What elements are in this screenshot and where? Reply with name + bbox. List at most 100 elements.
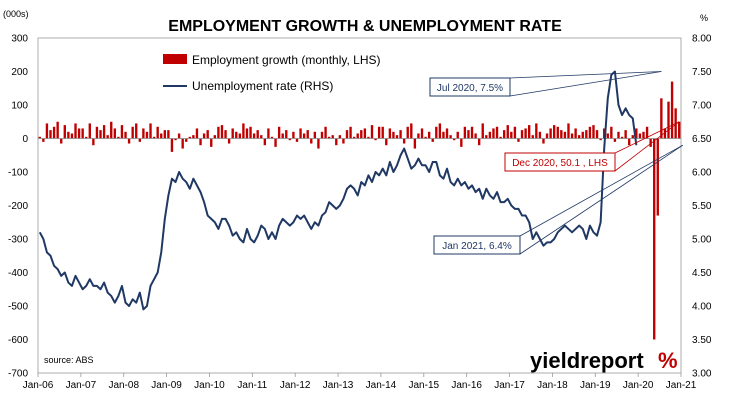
employment-bar <box>113 128 116 139</box>
legend-label-unemployment: Unemployment rate (RHS) <box>192 79 333 93</box>
employment-bar <box>338 135 342 139</box>
right-tick-label: 3.50 <box>692 335 712 346</box>
right-tick-label: 6.00 <box>692 168 712 179</box>
employment-bar <box>653 138 656 340</box>
right-tick-label: 4.00 <box>692 302 712 313</box>
right-axis-unit: % <box>700 13 708 23</box>
employment-bar <box>331 135 334 139</box>
employment-bar <box>485 135 488 139</box>
employment-bar <box>377 126 381 139</box>
x-tick-label: Jan-20 <box>623 380 654 391</box>
employment-bar <box>356 133 359 139</box>
unemployment-rate-line <box>38 70 638 311</box>
employment-bar <box>678 121 681 139</box>
left-tick-label: -600 <box>8 335 28 346</box>
employment-bar <box>242 123 245 139</box>
right-tick-label: 6.50 <box>692 134 712 145</box>
employment-bar <box>520 130 524 139</box>
employment-bar <box>560 130 563 139</box>
employment-bar <box>88 123 91 139</box>
employment-bar <box>599 138 602 141</box>
employment-bar <box>85 136 88 139</box>
x-tick-label: Jan-09 <box>151 380 182 391</box>
employment-bar <box>581 131 584 139</box>
left-tick-label: -500 <box>8 302 28 313</box>
left-tick-label: 100 <box>11 101 28 112</box>
employment-bar <box>642 131 645 139</box>
employment-bar <box>374 138 377 141</box>
x-tick-label: Jan-11 <box>237 380 267 391</box>
employment-bar <box>388 128 392 139</box>
employment-bar <box>531 135 534 139</box>
employment-bar <box>192 135 195 139</box>
employment-bar <box>392 131 395 139</box>
employment-bar <box>149 123 152 139</box>
employment-bar <box>285 130 288 139</box>
employment-bar <box>185 138 188 142</box>
employment-bar <box>603 128 606 139</box>
employment-bar <box>67 131 70 139</box>
employment-bar <box>49 130 52 139</box>
left-tick-label: -700 <box>8 369 28 380</box>
employment-bar <box>210 138 213 147</box>
employment-bar <box>385 138 388 146</box>
employment-bar <box>106 135 109 139</box>
employment-bar <box>188 136 192 139</box>
employment-bar <box>135 123 138 139</box>
employment-bar <box>670 81 674 139</box>
employment-bar <box>160 133 163 139</box>
employment-bar <box>324 126 327 139</box>
employment-bar <box>410 123 413 139</box>
right-tick-label: 5.00 <box>692 235 712 246</box>
employment-bar <box>231 128 234 139</box>
annotation-jul-2020-leader <box>509 71 662 97</box>
employment-bar <box>467 130 470 139</box>
brand-logo: yieldreport % <box>530 348 678 373</box>
legend-swatch-employment <box>163 54 187 64</box>
employment-bar <box>306 130 309 139</box>
right-tick-label: 7.00 <box>692 101 712 112</box>
right-tick-label: 8.00 <box>692 34 712 45</box>
employment-bar <box>249 126 252 139</box>
employment-bar <box>288 138 292 141</box>
employment-bar <box>267 128 270 139</box>
employment-bar <box>656 138 659 216</box>
employment-bar <box>645 126 649 139</box>
left-tick-label: 200 <box>11 67 28 78</box>
x-axis: Jan-06 Jan-07 Jan-08 Jan-09 Jan-10 Jan-11 Jan-… <box>23 373 697 391</box>
employment-bar <box>445 128 449 139</box>
employment-bar <box>313 131 317 139</box>
employment-bar <box>217 126 220 139</box>
employment-bar <box>517 138 520 142</box>
employment-bar <box>463 126 467 139</box>
employment-bar <box>163 130 166 139</box>
employment-bar <box>156 126 159 139</box>
employment-bar <box>299 128 302 139</box>
employment-bar <box>295 138 299 142</box>
employment-bar <box>277 126 281 139</box>
employment-bar <box>499 136 502 139</box>
employment-bar <box>588 126 592 139</box>
annotation-dec-2020-box <box>504 152 616 172</box>
employment-bar <box>224 130 227 139</box>
brand-mark: % <box>658 348 678 373</box>
x-tick-label: Jan-18 <box>537 380 568 391</box>
employment-bar <box>63 125 66 139</box>
annotation-dec-2020-label: Dec 2020, 50.1 , LHS <box>512 158 608 169</box>
employment-bar <box>56 121 59 139</box>
plot-area-frame <box>37 37 682 374</box>
employment-bar <box>342 138 345 144</box>
employment-bar <box>427 131 431 139</box>
annotations: Jul 2020, 7.5% Dec 2020, 50.1 , LHS Jan 20… <box>429 71 684 255</box>
employment-bar <box>574 128 577 139</box>
annotation-dec-2020-leader <box>614 121 680 172</box>
employment-bar <box>270 136 274 139</box>
right-tick-label: 7.50 <box>692 67 712 78</box>
employment-bar <box>660 98 663 139</box>
left-tick-label: -100 <box>8 168 28 179</box>
annotation-jul-2020-label: Jul 2020, 7.5% <box>437 83 503 94</box>
employment-bar <box>417 133 420 139</box>
left-tick-label: -200 <box>8 201 28 212</box>
employment-bar <box>235 131 238 139</box>
